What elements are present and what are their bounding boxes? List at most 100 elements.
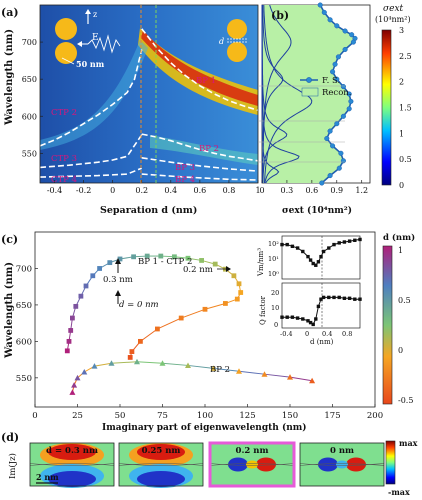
bp2-segment [136,361,163,364]
sigma-colorbar-tick: 0.5 [399,155,412,164]
q-point [311,322,315,327]
vm-point [308,258,313,262]
legend-fs-text: F. S. [322,76,340,86]
q-point [358,297,362,301]
q-point [319,297,323,301]
current-map-title: 0.2 nm [236,446,269,456]
bp2-segment [187,364,214,369]
fs-point [342,28,348,34]
inset-q-ytick-0: 20 [271,289,279,297]
bp1-ctp2-point [144,253,150,259]
current-map-title: 0.25 nm [142,446,181,456]
sphere-boundary-bottom [118,463,204,466]
panel-c-xtick-label: 125 [239,411,255,421]
ann-0-3-arrowhead [115,258,121,264]
sigma-colorbar-tick: 2.5 [399,52,412,61]
fs-point [340,113,346,119]
bp1-ctp2-point [129,349,135,354]
q-point [308,320,313,325]
bp2-point [261,371,268,377]
d-colorbar [382,245,393,405]
mode-curve-ctp-3 [39,134,143,169]
fs-point [350,39,356,45]
d-colorbar-tick: -0.5 [398,396,413,405]
current-map-3: 0 nm [299,442,385,487]
bp1-ctp2-point [199,258,204,263]
panel-c-xtick-label: 25 [72,411,83,421]
q-point [332,295,336,300]
current-lobe-bottom-inner [48,471,96,487]
bp1-ctp2-point [138,338,143,344]
legend-recon-swatch [301,87,319,97]
vm-point [342,240,347,244]
mode-curve-ctp-2 [39,49,143,147]
bp1-ctp2-point [238,290,244,295]
current-map-frame [208,441,296,488]
ann-0-2nm: 0.2 nm [183,265,213,275]
mode-curve-ctp-4 [39,167,143,178]
panel-d-label: (d) [1,431,19,444]
sigma-colorbar [381,29,392,186]
panel-a-xtick-label: -0.2 [76,186,91,195]
fs-point [334,23,340,29]
fs-point [338,150,344,156]
mode-curve-bp-3 [141,157,259,172]
sphere-boundary-bottom [209,463,295,466]
bp2-point [236,368,242,374]
panel-a-axes: -0.4 -0.2 0 0.2 0.4 0.6 0.8 1 700 650 600 550 [22,4,261,195]
ctp2-glow-band [40,40,148,150]
current-map-2: 0.2 nm [208,441,296,488]
inset-q-points [280,295,362,327]
mode-curves [39,28,259,181]
inset-q-frame [281,282,361,329]
panel-a-xtick-label: 0.4 [164,186,177,195]
sigma-colorbar-ticks: 3 2.5 2 1.5 1 0.5 0 [399,26,412,190]
sigma-colorbar-tick: 3 [399,26,404,35]
sphere-top-right [227,19,247,39]
fs-point [334,76,340,82]
inset-vm-ytick-0: 10² [268,240,279,248]
panel-b-xtick-label: 0.9 [330,186,343,195]
panel-a-ylabel: Wavelength (nm) [4,29,15,126]
bp1-ctp2-segment [181,308,206,319]
panel-c-xtick-label: 75 [157,411,168,421]
e-wave-icon [87,34,121,54]
bp1-ctp2-point [202,306,208,312]
dimer-inset-left: z E 50 nm [55,9,121,69]
inset-z-label: z [93,10,97,19]
ann-bp1-ctp2: BP 1 - CTP 2 [138,257,192,267]
mode-curve-bp-4 [141,173,259,181]
d-colorbar-ticks: 1 0.5 0 -0.5 [398,246,413,405]
ann-0-3nm: 0.3 nm [103,275,133,285]
current-lobe-center [336,460,348,469]
e-arrow-head [77,41,82,47]
bp2-point [185,362,191,368]
current-maps: d = 0.3 nm 0.25 nm 0.2 nm 0 nm 2 nm [29,441,385,488]
current-map-0: d = 0.3 nm [29,442,115,488]
scale-bar-label: 2 nm [36,472,59,482]
fs-point [330,143,336,149]
z-arrow-head [85,9,91,14]
inset-vm: 10² 10¹ 10⁰ Vm/nm³ [257,235,362,280]
current-lobe-right [346,457,366,472]
jz-cb-min: -max [388,487,410,497]
fs-point [324,135,330,142]
inset-vm-ytick-1: 10¹ [268,255,279,263]
inset-vm-points [280,237,362,267]
fs-point [346,106,352,112]
fs-point [332,61,338,67]
fs-point [349,32,355,38]
d-colorbar-title: d (nm) [383,232,415,243]
fs-point [327,17,333,23]
panel-a-label: (a) [1,6,19,19]
mode-curve-bp-2 [141,133,259,162]
panel-b-axes: 0 0.3 0.6 0.9 1.2 [258,85,368,195]
panel-a-xtick-label: 1 [255,186,260,195]
legend-recon-text: Recon. [322,88,351,98]
fs-point [330,69,336,75]
panel-c-xtick-label: 0 [32,411,37,421]
vm-point [337,241,341,245]
bp1-ctp2-point [234,296,240,302]
bp1-ctp2-point [158,253,164,259]
